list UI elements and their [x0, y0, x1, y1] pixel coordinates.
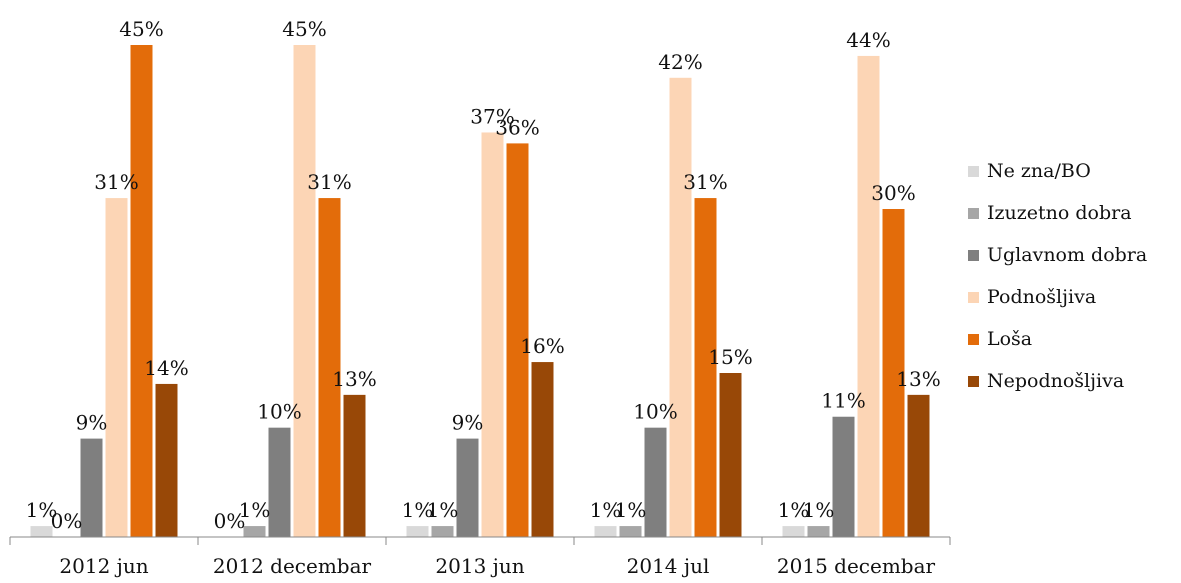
bar-izuzetno-dobra-4: [807, 526, 830, 537]
legend-label: Loša: [987, 328, 1033, 350]
bar-lo-a-0: [130, 45, 153, 537]
data-label: 1%: [778, 498, 810, 522]
legend-label: Ne zna/BO: [987, 160, 1091, 182]
bar-uglavnom-dobra-0: [80, 438, 103, 537]
legend-item: Nepodnošljiva: [968, 360, 1147, 402]
bars-layer: [30, 45, 930, 538]
legend-swatch: [968, 207, 979, 219]
data-label: 16%: [520, 334, 564, 358]
data-label: 45%: [282, 17, 326, 41]
bar-uglavnom-dobra-4: [832, 416, 855, 537]
data-label: 13%: [332, 367, 376, 391]
bar-izuzetno-dobra-2: [431, 526, 454, 537]
bar-nepodno-ljiva-4: [907, 394, 930, 537]
data-label: 1%: [402, 498, 434, 522]
bar-nepodno-ljiva-3: [719, 373, 742, 537]
data-label: 10%: [257, 400, 301, 424]
bar-ne-zna-bo-4: [782, 526, 805, 537]
bar-uglavnom-dobra-3: [644, 427, 667, 537]
bar-lo-a-2: [506, 143, 529, 537]
x-tick-label: 2015 decembar: [777, 554, 936, 578]
data-labels-layer: 1%0%9%31%45%14%0%1%10%45%31%13%1%1%9%37%…: [26, 17, 941, 533]
data-label: 31%: [94, 170, 138, 194]
legend-label: Podnošljiva: [987, 286, 1097, 308]
legend-item: Loša: [968, 318, 1147, 360]
bar-nepodno-ljiva-1: [343, 394, 366, 537]
legend-swatch: [968, 165, 979, 177]
bar-uglavnom-dobra-1: [268, 427, 291, 537]
data-label: 1%: [26, 498, 58, 522]
data-label: 31%: [307, 170, 351, 194]
data-label: 0%: [51, 509, 83, 533]
data-label: 42%: [658, 50, 702, 74]
data-label: 1%: [239, 498, 271, 522]
bar-podno-ljiva-1: [293, 45, 316, 537]
data-label: 15%: [708, 345, 752, 369]
x-tick-label: 2013 jun: [435, 554, 524, 578]
x-tick-label: 2012 decembar: [213, 554, 372, 578]
data-label: 11%: [821, 389, 865, 413]
data-label: 1%: [803, 498, 835, 522]
data-label: 37%: [470, 104, 514, 128]
bar-ne-zna-bo-2: [406, 526, 429, 537]
bar-lo-a-3: [694, 198, 717, 538]
legend: Ne zna/BO Izuzetno dobra Uglavnom dobra Pod…: [968, 150, 1147, 402]
legend-swatch: [968, 249, 979, 261]
data-label: 30%: [871, 181, 915, 205]
data-label: 14%: [144, 356, 188, 380]
legend-swatch: [968, 333, 979, 345]
legend-item: Izuzetno dobra: [968, 192, 1147, 234]
data-label: 45%: [119, 17, 163, 41]
x-tick-label: 2012 jun: [59, 554, 148, 578]
data-label: 1%: [615, 498, 647, 522]
data-label: 36%: [495, 115, 539, 139]
data-label: 44%: [846, 28, 890, 52]
x-axis: 2012 jun 2012 decembar 2013 jun 2014 jul 201…: [9, 536, 951, 578]
bar-ne-zna-bo-0: [30, 526, 53, 537]
data-label: 10%: [633, 400, 677, 424]
x-tick-label: 2014 jul: [627, 554, 710, 578]
data-label: 9%: [76, 411, 108, 435]
data-label: 9%: [452, 411, 484, 435]
legend-swatch: [968, 291, 979, 303]
bar-izuzetno-dobra-3: [619, 526, 642, 537]
data-label: 31%: [683, 170, 727, 194]
bar-podno-ljiva-2: [481, 132, 504, 537]
bar-podno-ljiva-4: [857, 55, 880, 537]
bar-lo-a-1: [318, 198, 341, 538]
bar-izuzetno-dobra-1: [243, 526, 266, 537]
legend-label: Nepodnošljiva: [987, 370, 1125, 392]
bar-nepodno-ljiva-2: [531, 362, 554, 537]
data-label: 13%: [896, 367, 940, 391]
bar-podno-ljiva-0: [105, 198, 128, 538]
bar-lo-a-4: [882, 209, 905, 537]
data-label: 0%: [214, 509, 246, 533]
legend-label: Uglavnom dobra: [987, 244, 1148, 266]
bar-ne-zna-bo-3: [594, 526, 617, 537]
legend-item: Ne zna/BO: [968, 150, 1147, 192]
bar-uglavnom-dobra-2: [456, 438, 479, 537]
bar-podno-ljiva-3: [669, 77, 692, 538]
legend-item: Podnošljiva: [968, 276, 1147, 318]
data-label: 1%: [427, 498, 459, 522]
legend-label: Izuzetno dobra: [987, 202, 1132, 224]
legend-item: Uglavnom dobra: [968, 234, 1147, 276]
data-label: 1%: [590, 498, 622, 522]
legend-swatch: [968, 375, 979, 387]
bar-nepodno-ljiva-0: [155, 383, 178, 537]
